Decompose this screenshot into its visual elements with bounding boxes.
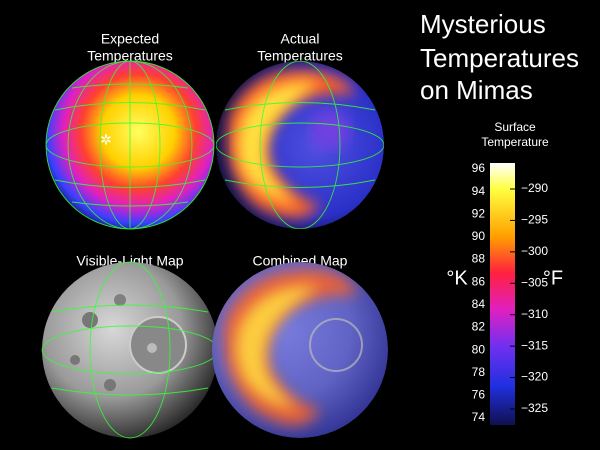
title-line: Mysterious [420, 9, 546, 39]
fahrenheit-tick-label: −310 [521, 307, 548, 321]
visible-globe [41, 261, 219, 439]
expected-globe: ✲ [45, 60, 215, 230]
fahrenheit-tick-label: −300 [521, 244, 548, 258]
fahrenheit-tick-label: −290 [521, 181, 548, 195]
kelvin-tick-label: 80 [472, 342, 486, 356]
fahrenheit-tick-label: −305 [521, 275, 548, 289]
kelvin-tick-label: 92 [472, 206, 486, 220]
kelvin-tick-label: 90 [472, 229, 486, 243]
kelvin-tick-label: 84 [472, 297, 486, 311]
fahrenheit-tick-label: −315 [521, 338, 548, 352]
kelvin-tick-label: 74 [472, 410, 486, 424]
svg-text:✲: ✲ [100, 132, 112, 148]
kelvin-tick-label: 86 [472, 274, 486, 288]
title-line: Temperatures [420, 43, 579, 73]
fahrenheit-tick-label: −325 [521, 401, 548, 415]
colorbar [490, 163, 515, 425]
colorbar-title: Temperature [481, 135, 549, 149]
panel-label: Combined Map [253, 253, 348, 269]
kelvin-tick-label: 94 [472, 184, 486, 198]
combined-globe [212, 262, 388, 438]
kelvin-unit: °K [446, 267, 468, 289]
panel-label: Temperatures [87, 48, 173, 64]
fahrenheit-unit: °F [543, 267, 563, 289]
panel-label: Expected [101, 31, 159, 47]
kelvin-tick-label: 76 [472, 388, 486, 402]
fahrenheit-tick-label: −320 [521, 370, 548, 384]
panel-label: Temperatures [257, 48, 343, 64]
title-line: on Mimas [420, 75, 533, 105]
panel-label: Actual [281, 31, 320, 47]
kelvin-tick-label: 78 [472, 365, 486, 379]
fahrenheit-tick-label: −295 [521, 213, 548, 227]
panel-label: Visible-Light Map [76, 253, 183, 269]
kelvin-tick-label: 88 [472, 252, 486, 266]
kelvin-tick-label: 96 [472, 161, 486, 175]
kelvin-tick-label: 82 [472, 320, 486, 334]
colorbar-title: Surface [494, 120, 536, 134]
actual-globe [216, 61, 384, 229]
